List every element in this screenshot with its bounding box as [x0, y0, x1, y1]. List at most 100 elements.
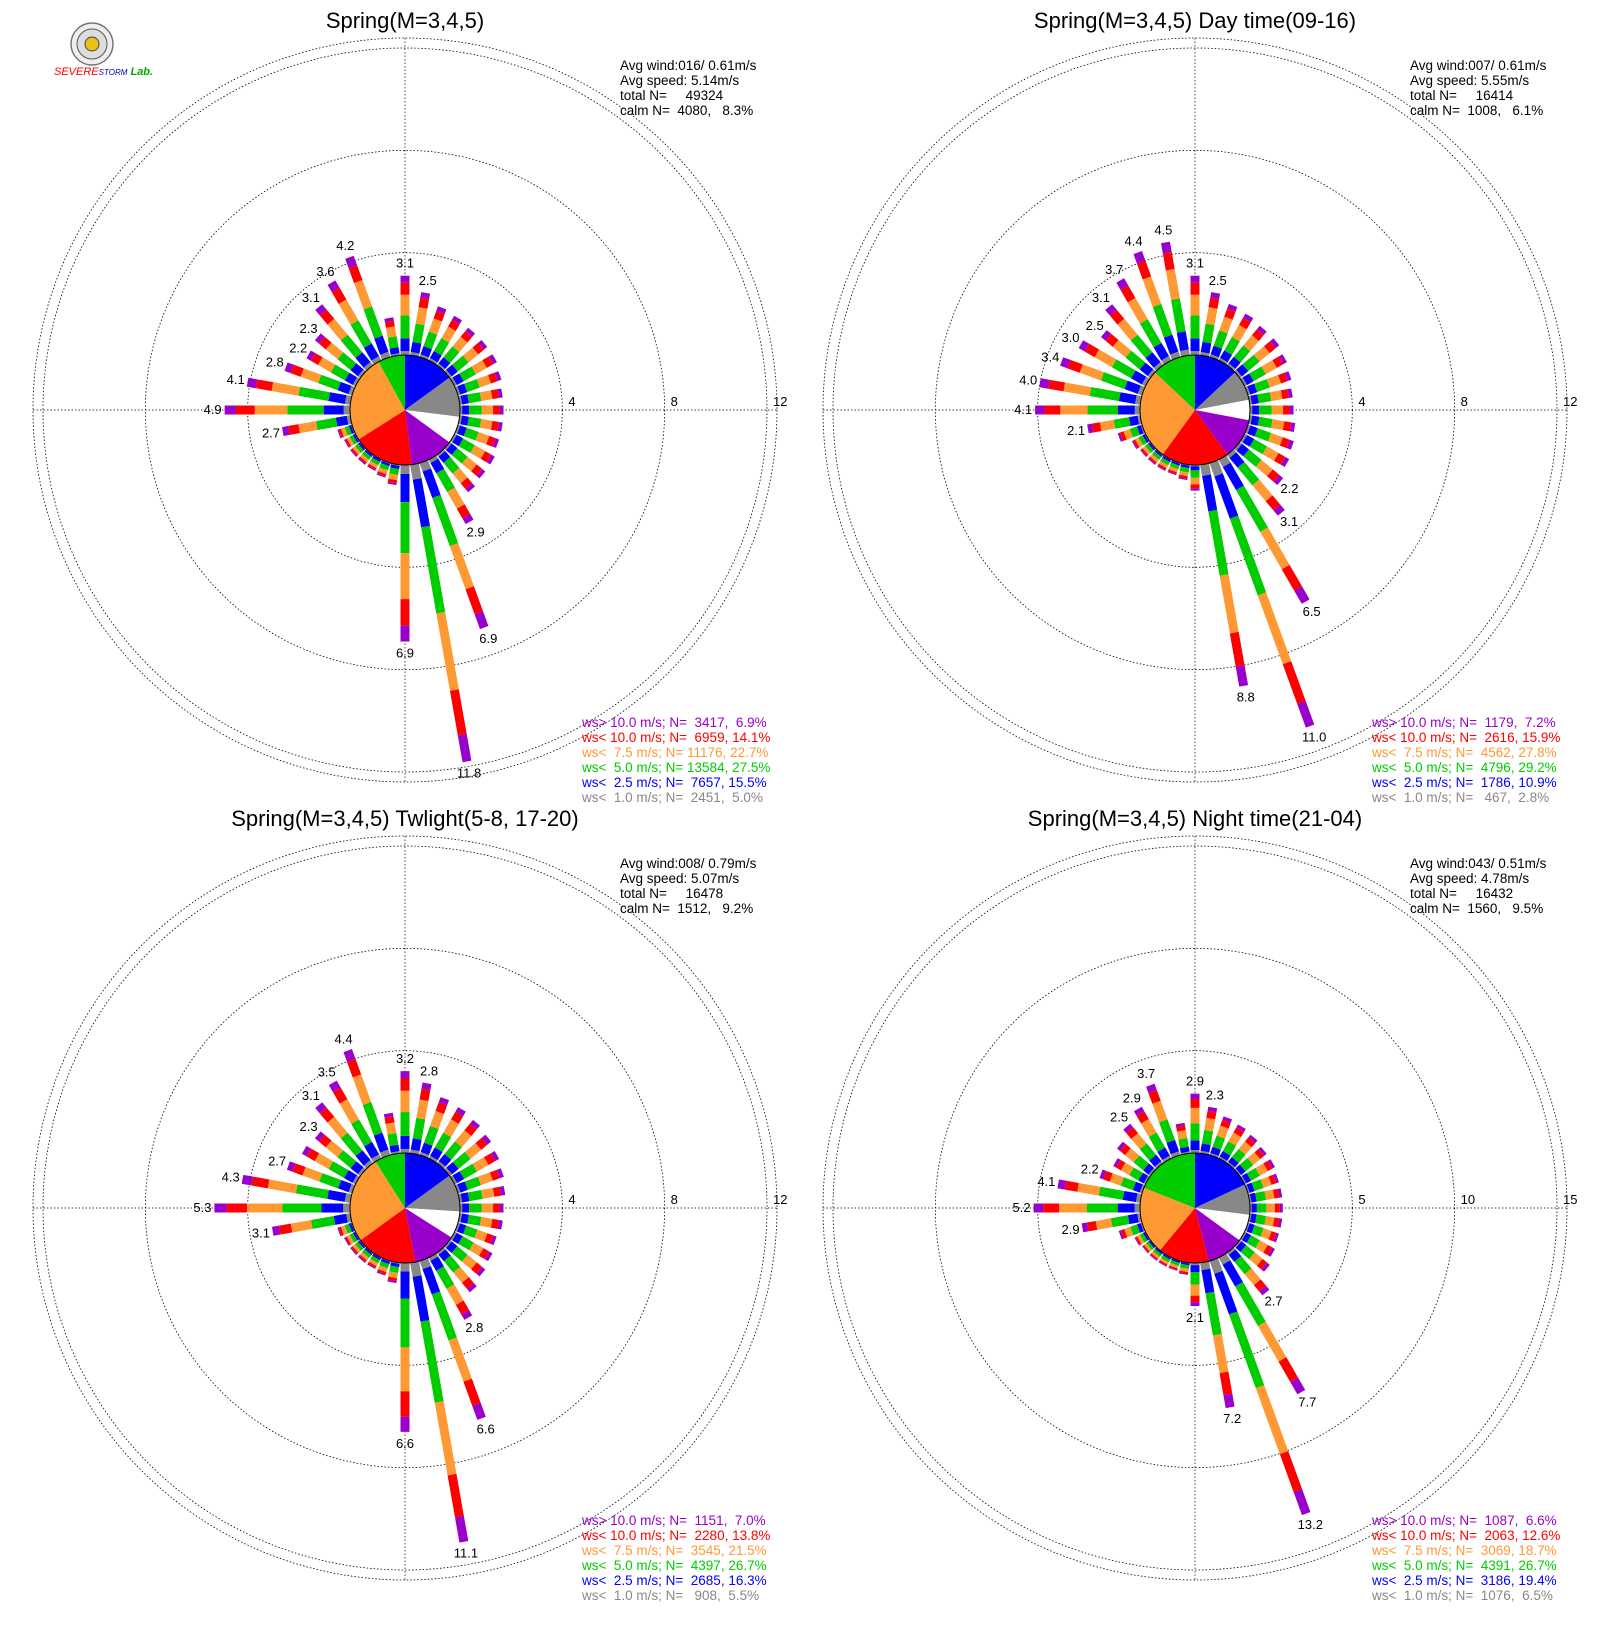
- direction-bar: [428, 1253, 473, 1320]
- bar-segment: [306, 350, 316, 361]
- bar-segment: [471, 360, 487, 375]
- bar-segment: [412, 323, 425, 344]
- bar-segment: [447, 1473, 464, 1518]
- bar-segment: [318, 336, 332, 350]
- bar-segment: [1209, 460, 1223, 477]
- bar-segment: [1228, 1132, 1242, 1146]
- bar-segment: [256, 379, 274, 392]
- bar-segment: [1271, 419, 1285, 431]
- bar-segment: [368, 460, 379, 469]
- direction-bar: [1140, 441, 1156, 458]
- stat-line: Avg speed: 4.78m/s: [1410, 871, 1530, 886]
- bar-segment: [370, 457, 381, 466]
- bar-segment: [1171, 1258, 1181, 1264]
- bar-segment: [389, 1265, 400, 1274]
- bar-segment: [1120, 285, 1136, 303]
- bar-segment: [419, 460, 432, 472]
- stat-line: Avg wind:043/ 0.51m/s: [1410, 856, 1547, 871]
- bar-segment: [433, 310, 445, 322]
- direction-bar: [458, 1213, 503, 1230]
- bar-segment: [1250, 394, 1259, 405]
- bar-segment: [476, 374, 492, 388]
- bar-segment: [1208, 509, 1229, 576]
- bar-total-label: 2.8: [420, 1063, 438, 1078]
- bar-segment: [1147, 458, 1156, 465]
- ring-tick-label: 12: [773, 1192, 787, 1207]
- direction-bar: [1060, 357, 1145, 396]
- bar-segment: [430, 1256, 444, 1271]
- bar-segment: [352, 1231, 360, 1241]
- direction-bar: [241, 1174, 352, 1203]
- bar-total-label: 4.4: [1125, 233, 1143, 248]
- bar-segment: [354, 280, 373, 310]
- bar-segment: [1133, 1155, 1149, 1171]
- calm-pie-slice: [1159, 1208, 1209, 1263]
- bar-segment: [446, 1161, 459, 1175]
- bar-segment: [488, 354, 497, 365]
- stat-line: Avg speed: 5.55m/s: [1410, 73, 1530, 88]
- bar-segment: [292, 1163, 306, 1176]
- direction-bar: [1081, 1213, 1142, 1233]
- range-ring: [144, 947, 666, 1469]
- direction-bar: [282, 415, 352, 436]
- bar-segment: [496, 1168, 504, 1179]
- bar-segment: [430, 1147, 443, 1161]
- bar-segment: [1250, 415, 1260, 426]
- bar-segment: [377, 471, 387, 477]
- bar-segment: [380, 351, 391, 360]
- bar-segment: [1147, 442, 1156, 451]
- direction-bar: [419, 460, 489, 630]
- bar-segment: [1176, 331, 1189, 351]
- calm-circle: [349, 354, 461, 466]
- direction-bar: [1167, 460, 1181, 476]
- direction-bar: [444, 339, 488, 379]
- bar-total-label: 2.1: [1067, 423, 1085, 438]
- bar-segment: [1149, 1254, 1158, 1261]
- bar-segment: [454, 1130, 472, 1148]
- bar-segment: [1257, 392, 1272, 404]
- bar-segment: [1223, 1393, 1235, 1409]
- direction-bar: [1116, 278, 1172, 365]
- bar-segment: [1235, 1241, 1247, 1253]
- bar-total-label: 2.5: [1209, 273, 1227, 288]
- bar-segment: [1127, 297, 1148, 324]
- bar-segment: [1254, 428, 1272, 442]
- bar-segment: [1141, 376, 1150, 387]
- bar-segment: [1152, 303, 1173, 338]
- calm-circle: [349, 1152, 461, 1264]
- bar-segment: [358, 456, 367, 464]
- bar-segment: [446, 364, 458, 377]
- direction-bar: [286, 1161, 355, 1194]
- bar-segment: [1158, 1260, 1168, 1266]
- bar-segment: [319, 309, 335, 325]
- direction-bar: [1133, 250, 1181, 360]
- bar-segment: [459, 366, 476, 382]
- bar-segment: [1210, 292, 1221, 300]
- outer-ring: [32, 37, 778, 783]
- bar-segment: [1224, 308, 1236, 320]
- direction-bar: [1200, 1106, 1218, 1155]
- bar-segment: [443, 1119, 459, 1138]
- bar-segment: [410, 1261, 422, 1277]
- stat-line: calm N= 1008, 6.1%: [1410, 103, 1544, 118]
- bar-segment: [1116, 278, 1129, 291]
- stat-line: Avg speed: 5.07m/s: [620, 871, 740, 886]
- bar-total-label: 2.7: [1265, 1294, 1283, 1309]
- bar-segment: [467, 1190, 483, 1202]
- direction-bar: [444, 1239, 486, 1277]
- legend-entry: ws< 10.0 m/s; N= 2280, 13.8%: [582, 1528, 771, 1543]
- bar-segment: [434, 1401, 457, 1476]
- bar-segment: [419, 1151, 430, 1158]
- bar-segment: [1133, 439, 1140, 449]
- bar-segment: [443, 346, 460, 363]
- bar-segment: [318, 357, 336, 373]
- bar-segment: [490, 1218, 499, 1229]
- bar-segment: [338, 299, 359, 325]
- legend-entry: ws< 7.5 m/s; N= 3545, 21.5%: [582, 1543, 767, 1558]
- bar-segment: [1267, 1159, 1276, 1169]
- bar-segment: [1259, 1285, 1270, 1296]
- bar-segment: [1122, 1190, 1138, 1203]
- bar-segment: [421, 1082, 432, 1091]
- panel-title: Spring(M=3,4,5) Twlight(5-8, 17-20): [231, 806, 579, 831]
- bar-total-label: 2.7: [262, 426, 280, 441]
